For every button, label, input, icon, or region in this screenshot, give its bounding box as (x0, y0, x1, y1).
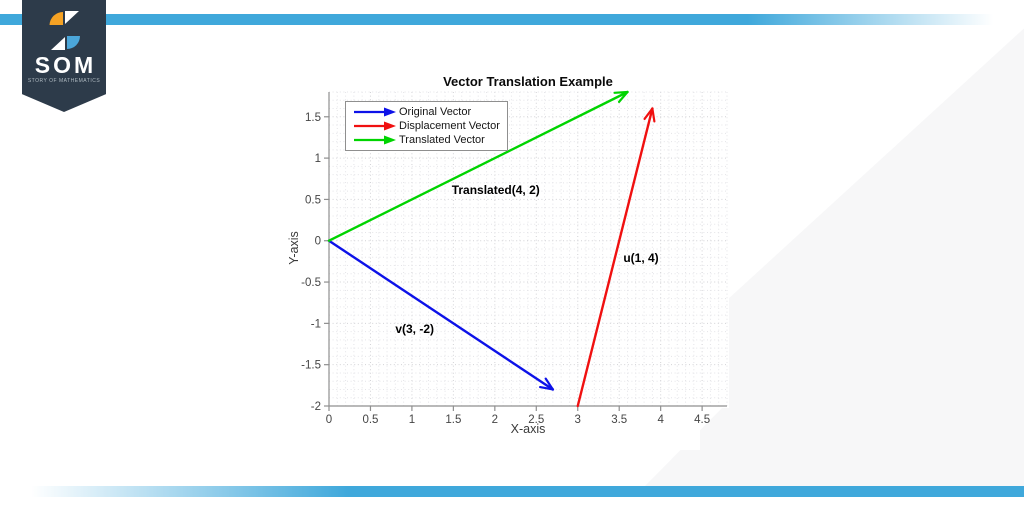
vector-plot-figure: Vector Translation Example Y-axis X-axis… (282, 70, 744, 455)
logo-wordmark: SOM (34, 52, 97, 78)
svg-text:4: 4 (657, 414, 664, 426)
figure-background-labels (282, 408, 700, 450)
svg-text:0.5: 0.5 (362, 414, 378, 426)
svg-text:0: 0 (326, 414, 332, 426)
svg-text:1: 1 (315, 153, 321, 165)
som-pinwheel-icon (49, 11, 80, 50)
legend-arrow-translated-icon (354, 135, 396, 145)
svg-text:1.5: 1.5 (445, 414, 461, 426)
legend-arrow-original-icon (354, 107, 396, 117)
legend-label-translated: Translated Vector (399, 134, 485, 146)
plot-canvas: 0 0.5 1 1.5 2 2.5 3 3.5 4 4.5 -2 -1.5 -1 -0.5 0 0.5 1 1.5 (301, 90, 728, 426)
legend-label-original: Original Vector (399, 106, 472, 118)
svg-text:-1: -1 (311, 318, 321, 330)
svg-text:2: 2 (492, 414, 498, 426)
svg-text:0.5: 0.5 (305, 194, 321, 206)
legend-label-displacement: Displacement Vector (399, 120, 500, 132)
bottom-brand-stripe (0, 486, 1024, 497)
svg-text:3.5: 3.5 (611, 414, 627, 426)
logo-tagline: STORY OF MATHEMATICS (27, 78, 101, 84)
plot-title: Vector Translation Example (443, 74, 613, 89)
som-logo-banner: SOM STORY OF MATHEMATICS (22, 0, 106, 112)
svg-text:1.5: 1.5 (305, 112, 321, 124)
svg-text:4.5: 4.5 (694, 414, 710, 426)
legend-row-translated: Translated Vector (352, 133, 500, 147)
legend-row-displacement: Displacement Vector (352, 119, 500, 133)
vector-label-translated: Translated(4, 2) (451, 182, 540, 197)
legend-row-original: Original Vector (352, 105, 500, 119)
svg-text:-2: -2 (311, 401, 321, 413)
svg-text:1: 1 (409, 414, 415, 426)
plot-legend: Original Vector Displacement Vector Tran… (345, 101, 508, 151)
svg-text:0: 0 (315, 236, 321, 248)
x-axis-label: X-axis (510, 422, 546, 436)
svg-text:3: 3 (575, 414, 581, 426)
svg-text:-0.5: -0.5 (301, 277, 321, 289)
vector-label-displacement: u(1, 4) (623, 250, 659, 265)
svg-text:-1.5: -1.5 (301, 360, 321, 372)
top-brand-stripe (0, 14, 1024, 25)
svg-text:2.5: 2.5 (528, 414, 544, 426)
legend-arrow-displacement-icon (354, 121, 396, 131)
vector-label-original: v(3, -2) (395, 322, 435, 337)
